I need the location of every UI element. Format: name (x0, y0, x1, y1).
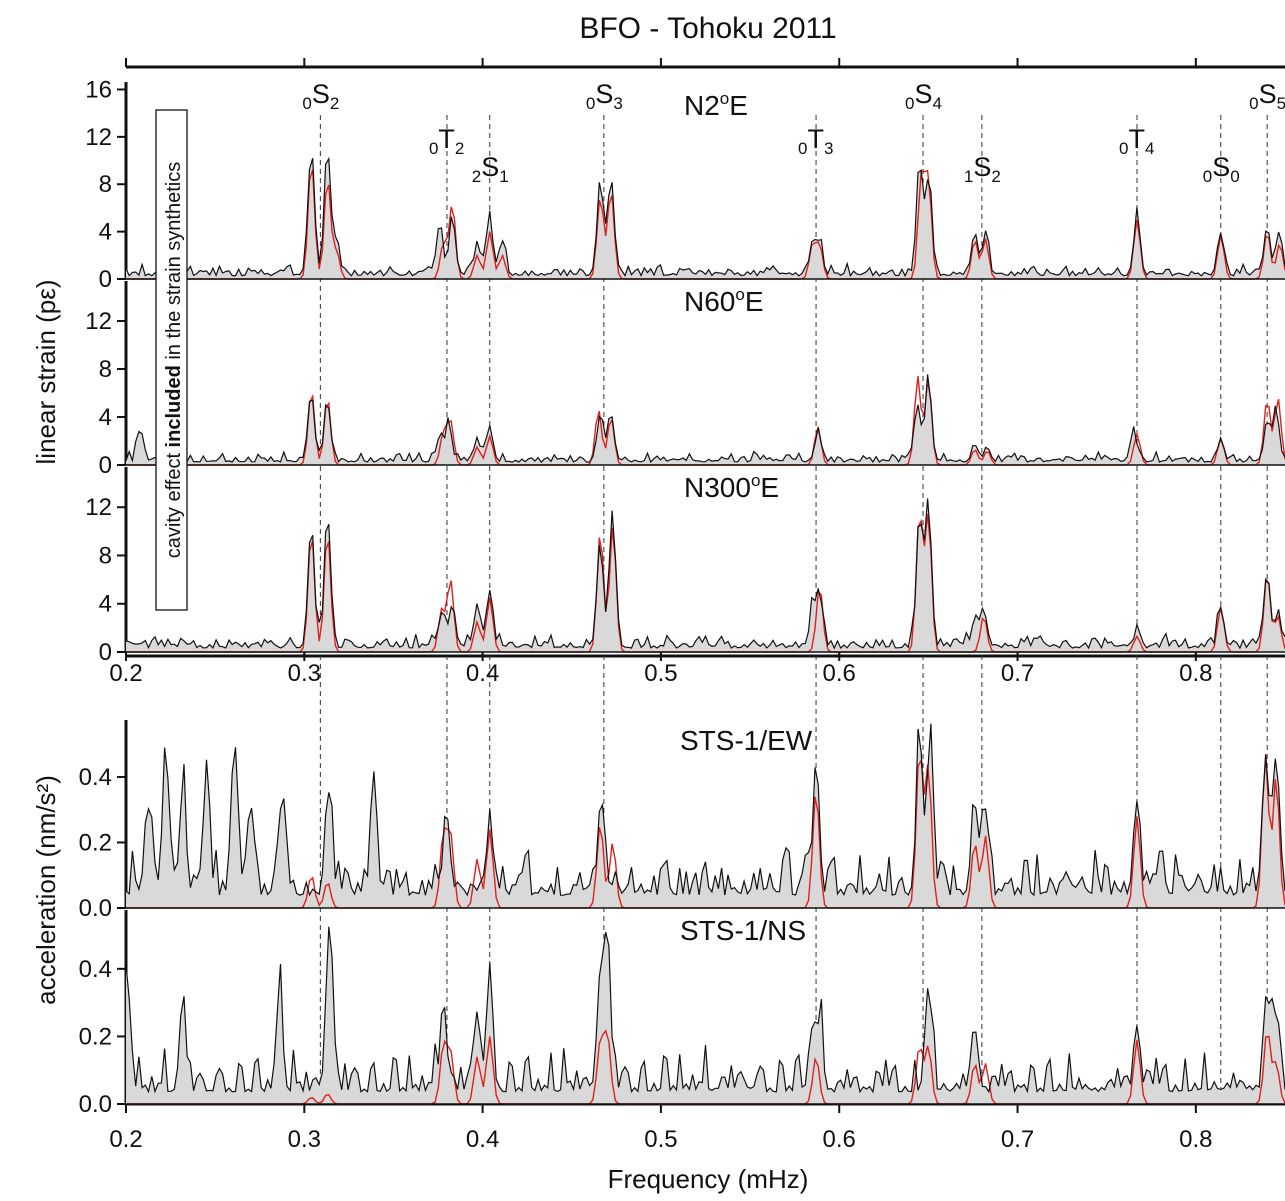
y-tick-label: 0.2 (79, 829, 112, 856)
mode-label-1S2: 1S2 (964, 152, 1001, 186)
acceleration-y-axis-label: acceleration (nm/s²) (31, 775, 61, 1005)
strain-xtick-label: 0.6 (823, 660, 856, 687)
synthetic-spectrum (126, 169, 1285, 280)
panel-n300: 0 4 8 12 N300oE (85, 467, 1285, 666)
y-tick-label: 0.0 (79, 1091, 112, 1118)
y-tick-label: 12 (85, 494, 112, 521)
y-tick-label: 8 (99, 356, 112, 383)
panel-sts-1-ns: 0.0 0.2 0.4 STS-1/NS (79, 910, 1285, 1118)
y-tick-label: 8 (99, 542, 112, 569)
mode-label-0T3: 0T3 (798, 124, 833, 158)
accel-xtick-label: 0.8 (1179, 1126, 1212, 1153)
mode-label-0S5: 0S5 (1249, 79, 1285, 113)
cavity-effect-annotation: cavity effect included in the strain syn… (155, 109, 188, 611)
observed-spectrum (125, 498, 1285, 650)
panel-sts-1-ew: 0.0 0.2 0.4 STS-1/EW (79, 720, 1285, 922)
y-tick-label: 8 (99, 171, 112, 198)
mode-label-0T4: 0T4 (1119, 124, 1154, 158)
strain-xtick-label: 0.2 (109, 660, 142, 687)
y-tick-label: 0 (99, 266, 112, 293)
mode-label-0S2: 0S2 (302, 79, 339, 113)
panel-label: N300oE (684, 471, 779, 503)
svg-text:cavity effect included in the: cavity effect included in the strain syn… (163, 162, 185, 558)
panel-n2: 0 4 8 12 16 N2oE (85, 76, 1285, 293)
panel-label: STS-1/EW (680, 725, 813, 756)
annotation-prefix: cavity effect (163, 447, 185, 558)
annotation-bold: included (163, 365, 185, 447)
strain-xtick-label: 0.3 (288, 660, 321, 687)
observed-spectrum (125, 156, 1285, 278)
accel-xtick-label: 0.3 (288, 1126, 321, 1153)
observed-fill (126, 374, 1285, 465)
observed-spectrum (125, 926, 1285, 1094)
accel-xtick-label: 0.5 (644, 1126, 677, 1153)
panel-label: N60oE (684, 285, 764, 317)
y-tick-label: 0.4 (79, 956, 112, 983)
accel-xtick-label: 0.7 (1001, 1126, 1034, 1153)
mode-label-2S1: 2S1 (472, 152, 509, 186)
accel-xtick-label: 0.6 (823, 1126, 856, 1153)
strain-xtick-label: 0.8 (1179, 660, 1212, 687)
observed-spectrum (125, 374, 1285, 464)
y-tick-label: 4 (99, 404, 112, 431)
strain-y-axis-label: linear strain (pε) (31, 280, 61, 465)
accel-xtick-label: 0.2 (109, 1126, 142, 1153)
panel-label: N2oE (684, 89, 748, 121)
synthetic-spectrum (126, 513, 1285, 653)
mode-label-0S3: 0S3 (586, 79, 623, 113)
accel-xtick-label: 0.4 (466, 1126, 499, 1153)
observed-spectrum (125, 723, 1285, 897)
annotation-suffix: in the strain synthetics (163, 162, 185, 365)
mode-label-0S0: 0S0 (1203, 152, 1240, 186)
y-tick-label: 0.2 (79, 1023, 112, 1050)
observed-fill (126, 926, 1285, 1104)
observed-fill (126, 723, 1285, 908)
x-axis-label: Frequency (mHz) (608, 1164, 809, 1194)
strain-xtick-label: 0.4 (466, 660, 499, 687)
synthetic-spectrum (126, 376, 1285, 466)
y-tick-label: 16 (85, 76, 112, 103)
y-tick-label: 4 (99, 591, 112, 618)
observed-fill (126, 158, 1285, 279)
y-tick-label: 12 (85, 124, 112, 151)
mode-label-0S4: 0S4 (905, 79, 942, 113)
y-tick-label: 4 (99, 219, 112, 246)
y-tick-label: 0 (99, 639, 112, 666)
panel-label: STS-1/NS (680, 915, 806, 946)
chart-title: BFO - Tohoku 2011 (579, 12, 836, 45)
y-tick-label: 0.4 (79, 764, 112, 791)
mode-label-0T2: 0T2 (429, 124, 464, 158)
strain-xtick-label: 0.7 (1001, 660, 1034, 687)
strain-xtick-label: 0.5 (644, 660, 677, 687)
y-tick-label: 0.0 (79, 895, 112, 922)
observed-fill (126, 498, 1285, 652)
y-tick-label: 0 (99, 452, 112, 479)
y-tick-label: 12 (85, 308, 112, 335)
panel-n60: 0 4 8 12 N60oE (85, 281, 1285, 479)
